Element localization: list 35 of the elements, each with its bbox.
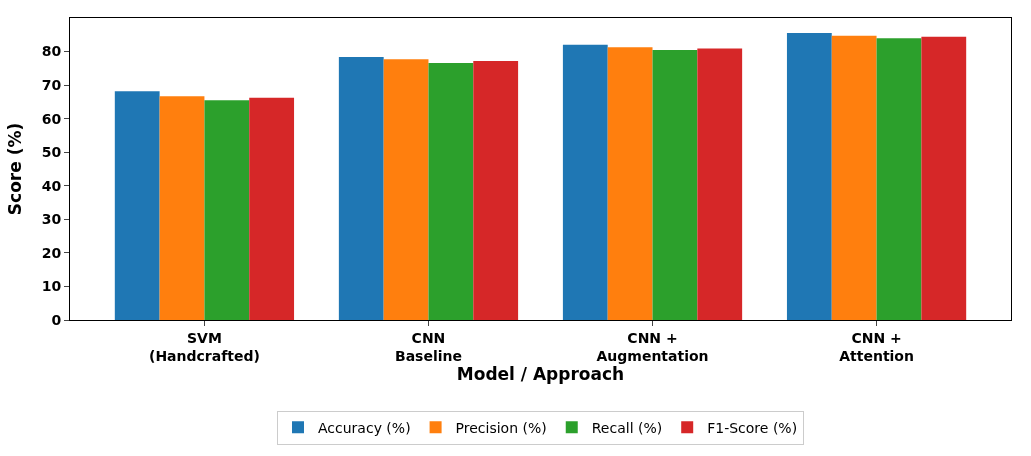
y-tick-label: 20 xyxy=(41,244,62,261)
bar xyxy=(697,48,743,320)
x-tick-label: SVM (Handcrafted) xyxy=(148,329,260,364)
bar xyxy=(876,38,922,320)
legend-label: Precision (%) xyxy=(455,419,547,436)
y-tick-label: 70 xyxy=(41,77,62,94)
bar xyxy=(428,62,474,320)
y-axis-title: Score (%) xyxy=(5,122,26,216)
x-tick-label: CNN Baseline xyxy=(394,329,462,364)
bar xyxy=(249,97,295,320)
y-tick-label: 60 xyxy=(41,110,62,127)
x-tick-label: CNN + Attention xyxy=(839,329,914,364)
x-tick-label: CNN + Augmentation xyxy=(596,329,709,364)
y-tick-label: 40 xyxy=(41,177,62,194)
bar xyxy=(652,49,698,320)
bar xyxy=(831,35,877,320)
bar xyxy=(204,100,250,320)
bar xyxy=(786,33,832,320)
y-tick-label: 30 xyxy=(41,211,62,228)
y-tick-label: 80 xyxy=(41,43,62,60)
bar xyxy=(114,91,160,320)
legend-label: Recall (%) xyxy=(591,419,663,436)
bar xyxy=(921,36,967,320)
bar xyxy=(159,96,205,320)
y-tick-label: 10 xyxy=(41,278,62,295)
bar xyxy=(383,59,429,320)
bar xyxy=(338,56,384,320)
bar xyxy=(562,44,608,320)
legend-label: Accuracy (%) xyxy=(318,419,411,436)
bar xyxy=(607,47,653,320)
y-tick-label: 0 xyxy=(51,311,62,328)
y-tick-label: 50 xyxy=(41,144,62,161)
bar xyxy=(473,60,519,320)
legend-label: F1-Score (%) xyxy=(707,419,798,436)
x-axis-title: Model / Approach xyxy=(456,364,625,384)
